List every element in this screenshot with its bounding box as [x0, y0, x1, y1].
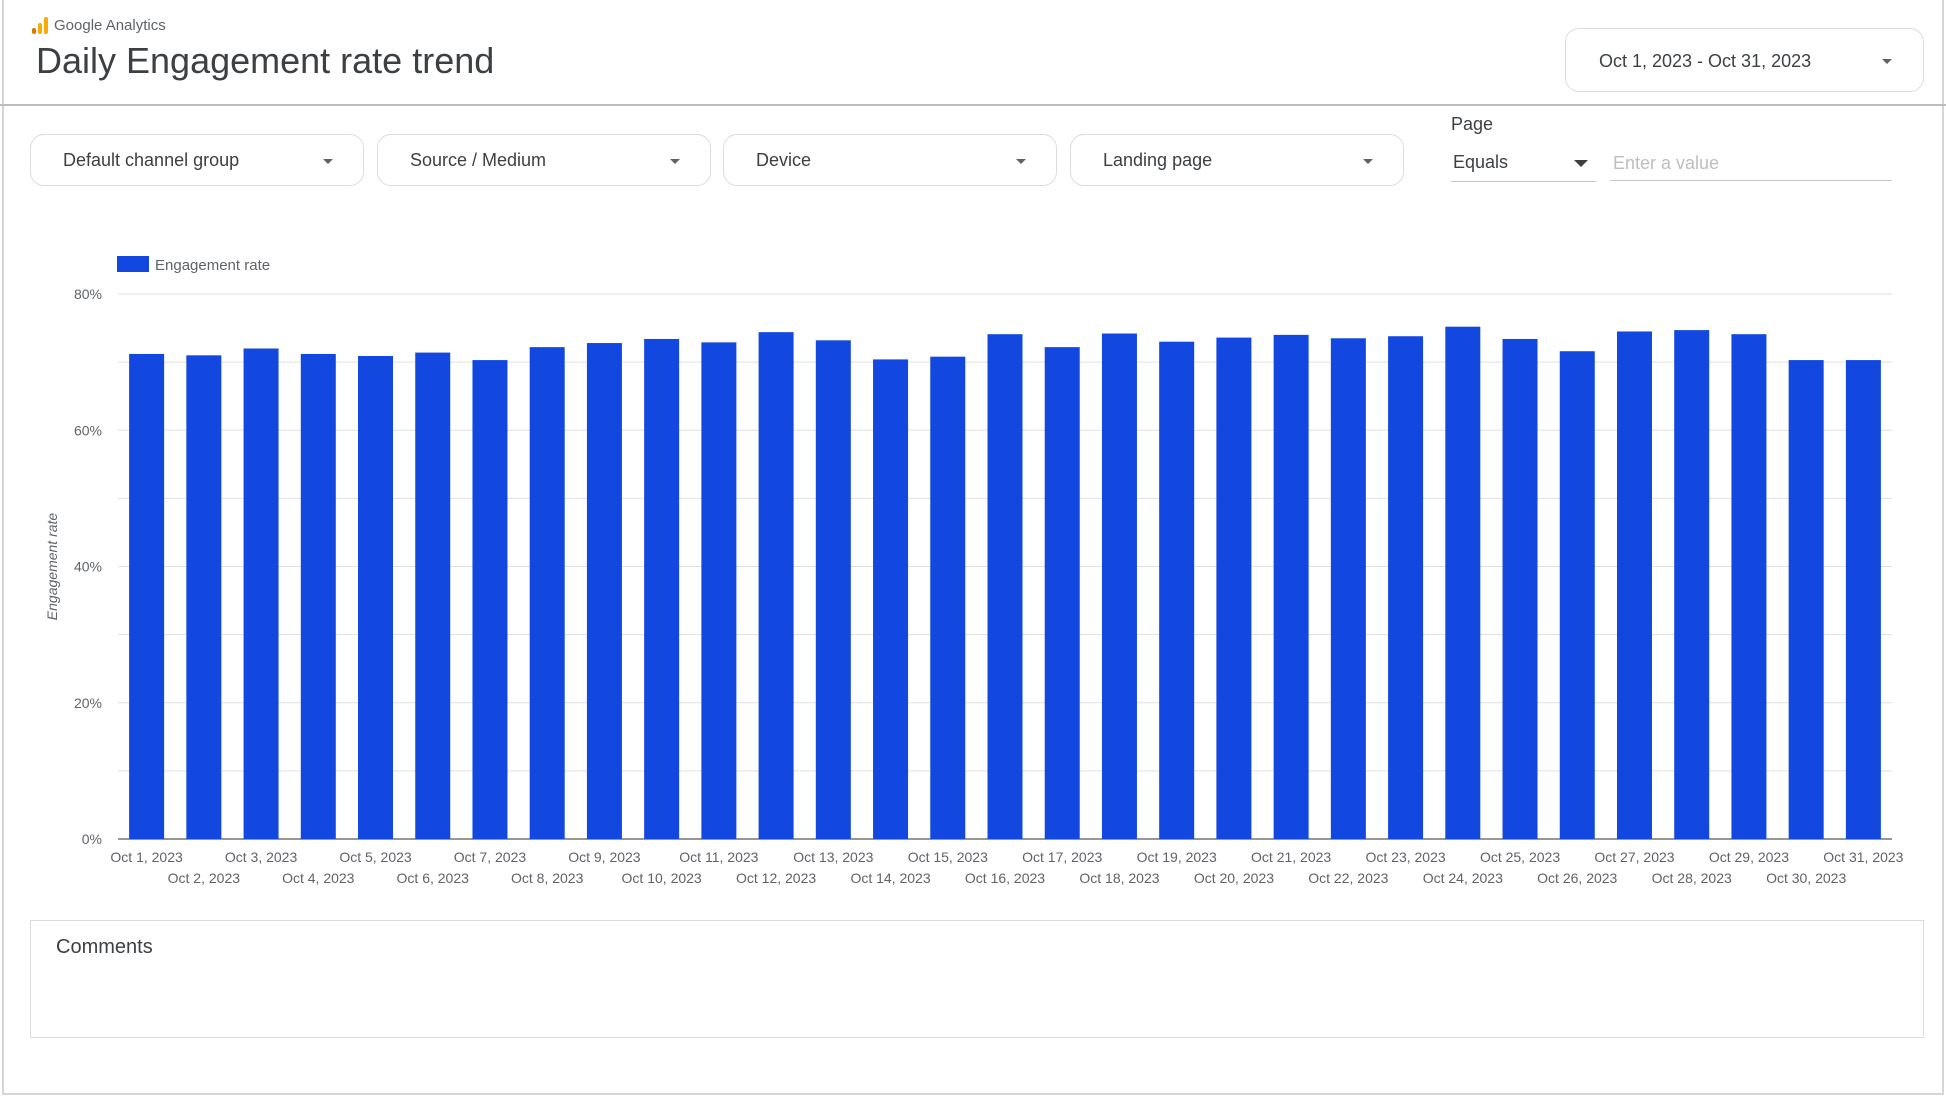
page-operator-select[interactable]: Equals	[1451, 146, 1596, 182]
x-tick-label: Oct 20, 2023	[1194, 870, 1274, 886]
bar	[644, 338, 680, 839]
device-filter-label: Device	[756, 150, 812, 170]
chevron-down-icon	[1574, 160, 1588, 167]
date-range-picker[interactable]: Oct 1, 2023 - Oct 31, 2023	[1565, 28, 1924, 92]
bar	[1731, 334, 1767, 839]
bar	[1216, 337, 1252, 839]
x-tick-label: Oct 31, 2023	[1823, 849, 1903, 865]
x-tick-label: Oct 5, 2023	[339, 849, 412, 865]
legend-label: Engagement rate	[155, 257, 270, 274]
bar	[1674, 330, 1710, 839]
x-tick-label: Oct 26, 2023	[1537, 870, 1617, 886]
y-tick-label: 20%	[74, 695, 102, 711]
bar	[1330, 338, 1366, 839]
bar	[529, 347, 565, 839]
x-tick-label: Oct 19, 2023	[1137, 849, 1217, 865]
x-tick-label: Oct 30, 2023	[1766, 870, 1846, 886]
x-tick-label: Oct 25, 2023	[1480, 849, 1560, 865]
channel-group-filter-label: Default channel group	[63, 150, 240, 170]
brand-name: Google Analytics	[54, 17, 166, 34]
y-tick-label: 80%	[74, 286, 102, 302]
x-tick-label: Oct 4, 2023	[282, 870, 355, 886]
bar	[1445, 326, 1481, 839]
comments-label: Comments	[56, 936, 153, 958]
x-tick-label: Oct 27, 2023	[1594, 849, 1674, 865]
bar	[472, 360, 508, 839]
source-medium-filter[interactable]: Source / Medium	[377, 134, 711, 186]
engagement-rate-bar-chart: 0% 20% 40% 60% 80% Engagement rate Engagement …	[44, 256, 1904, 886]
x-tick-label: Oct 16, 2023	[965, 870, 1045, 886]
bar	[873, 359, 909, 839]
landing-page-filter[interactable]: Landing page	[1070, 134, 1404, 186]
bar	[1845, 360, 1881, 839]
chevron-down-icon	[323, 159, 333, 164]
bar	[1559, 351, 1595, 839]
x-tick-label: Oct 21, 2023	[1251, 849, 1331, 865]
y-tick-label: 0%	[82, 831, 102, 847]
y-axis-label: Engagement rate	[44, 513, 60, 621]
bar	[701, 342, 737, 839]
chevron-down-icon	[670, 159, 680, 164]
x-tick-label: Oct 13, 2023	[793, 849, 873, 865]
bar	[300, 353, 336, 839]
bar	[358, 355, 394, 839]
x-tick-label: Oct 18, 2023	[1079, 870, 1159, 886]
x-tick-label: Oct 10, 2023	[622, 870, 702, 886]
page-operator-value: Equals	[1453, 152, 1509, 172]
device-filter[interactable]: Device	[723, 134, 1057, 186]
bar	[1273, 334, 1309, 839]
bar	[243, 348, 279, 839]
x-tick-label: Oct 29, 2023	[1709, 849, 1789, 865]
landing-page-filter-label: Landing page	[1103, 150, 1213, 170]
google-analytics-logo-icon	[32, 16, 48, 34]
channel-group-filter[interactable]: Default channel group	[30, 134, 364, 186]
bar	[1502, 338, 1538, 839]
report-header: Google Analytics Daily Engagement rate t…	[0, 0, 1946, 106]
chevron-down-icon	[1363, 159, 1373, 164]
chevron-down-icon	[1016, 159, 1026, 164]
legend-swatch	[117, 256, 149, 272]
page-value-input[interactable]	[1610, 146, 1892, 181]
x-tick-label: Oct 3, 2023	[225, 849, 298, 865]
bar	[1616, 331, 1652, 839]
x-tick-label: Oct 12, 2023	[736, 870, 816, 886]
bar	[186, 355, 222, 839]
bar	[930, 356, 966, 839]
page-filter-label: Page	[1451, 114, 1494, 134]
bar	[758, 332, 794, 839]
x-tick-label: Oct 7, 2023	[454, 849, 527, 865]
bar	[987, 334, 1023, 839]
bar	[1101, 333, 1137, 839]
y-tick-label: 60%	[74, 422, 102, 438]
page-title: Daily Engagement rate trend	[36, 40, 495, 81]
x-tick-label: Oct 22, 2023	[1308, 870, 1388, 886]
bar	[586, 343, 622, 839]
bar	[1159, 341, 1195, 839]
bar	[1788, 360, 1824, 839]
bar	[815, 340, 851, 839]
y-tick-label: 40%	[74, 559, 102, 575]
chevron-down-icon	[1882, 59, 1892, 64]
x-tick-label: Oct 28, 2023	[1652, 870, 1732, 886]
x-tick-label: Oct 23, 2023	[1365, 849, 1445, 865]
bar	[1044, 347, 1080, 839]
bar	[415, 352, 451, 839]
x-tick-label: Oct 9, 2023	[568, 849, 641, 865]
x-tick-label: Oct 6, 2023	[397, 870, 470, 886]
x-tick-label: Oct 24, 2023	[1423, 870, 1503, 886]
x-tick-label: Oct 14, 2023	[850, 870, 930, 886]
bar	[1388, 336, 1424, 839]
x-tick-label: Oct 15, 2023	[908, 849, 988, 865]
date-range-label: Oct 1, 2023 - Oct 31, 2023	[1599, 51, 1812, 71]
x-tick-label: Oct 11, 2023	[679, 849, 758, 865]
x-tick-label: Oct 17, 2023	[1022, 849, 1102, 865]
x-tick-label: Oct 8, 2023	[511, 870, 584, 886]
source-medium-filter-label: Source / Medium	[410, 150, 547, 170]
bar	[129, 353, 165, 839]
x-tick-label: Oct 1, 2023	[110, 849, 183, 865]
x-tick-label: Oct 2, 2023	[168, 870, 241, 886]
comments-box[interactable]: Comments	[30, 920, 1924, 1038]
